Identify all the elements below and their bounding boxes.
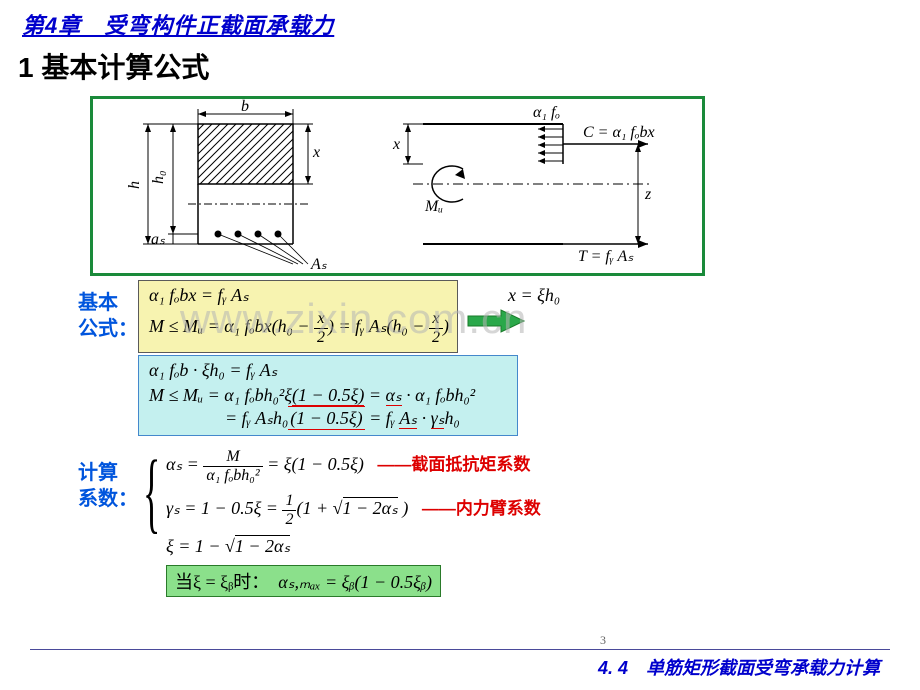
eq-xi-solve: ξ = 1 − √1 − 2αₛ	[166, 536, 290, 557]
arrow-icon	[466, 308, 526, 339]
formula-box-max: 当ξ = ξᵦ时： αₛ,ₘₐₓ = ξᵦ(1 − 0.5ξᵦ)	[166, 565, 441, 597]
label-C: C = α₁ fₒbx	[583, 124, 655, 141]
eq-force-balance: α₁ fₒbx = fᵧ Aₛ	[149, 285, 447, 306]
label-T: T = fᵧ Aₛ	[578, 248, 634, 265]
eq5: = fᵧ Aₛh₀(1 − 0.5ξ) = fᵧ Aₛ · γₛh₀	[225, 408, 507, 429]
eq-gamma-s: γₛ = 1 − 0.5ξ = 12(1 + √1 − 2αₛ ) ——内力臂系…	[166, 492, 541, 528]
formula-box-substituted: α₁ fₒb · ξh₀ = fᵧ Aₛ M ≤ Mᵤ = α₁ fₒbh₀²ξ…	[138, 355, 518, 436]
footer: 4. 4 单筋矩形截面受弯承载力计算	[0, 649, 920, 680]
label-b: b	[241, 99, 249, 115]
eq3: α₁ fₒb · ξh₀ = fᵧ Aₛ	[149, 360, 507, 381]
label-As: Aₛ	[310, 256, 328, 273]
brace-icon: {	[143, 448, 160, 538]
diagram-svg: Aₛ b x h h₀	[93, 99, 703, 274]
eq-xi: x = ξh₀	[508, 285, 560, 306]
formula-box-basic: α₁ fₒbx = fᵧ Aₛ M ≤ Mᵤ = α₁ fₒbx(h₀ − x2…	[138, 280, 458, 353]
cross-section-diagram: Aₛ b x h h₀	[90, 96, 705, 276]
label-x2: x	[392, 136, 400, 153]
footer-text: 4. 4 单筋矩形截面受弯承载力计算	[0, 654, 920, 680]
label-basic: 基本公式：	[78, 290, 138, 342]
footer-divider	[30, 649, 890, 650]
label-Mu: Mᵤ	[424, 198, 443, 215]
label-alpha-fc: α₁ fₒ	[533, 104, 560, 121]
label-h: h	[126, 181, 143, 189]
label-z: z	[644, 186, 652, 203]
label-coeff: 计算系数：	[78, 460, 138, 512]
eq-moment: M ≤ Mᵤ = α₁ fₒbx(h₀ − x2) = fᵧ Aₛ(h₀ − x…	[149, 310, 447, 346]
label-h0: h₀	[150, 170, 167, 184]
section-title: 1 基本计算公式	[0, 40, 920, 86]
label-as: aₛ	[151, 231, 166, 248]
eq4: M ≤ Mᵤ = α₁ fₒbh₀²ξ(1 − 0.5ξ) = αₛ · α₁ …	[149, 385, 507, 406]
chapter-title: 第4章 受弯构件正截面承载力	[0, 0, 920, 40]
eq-alpha-s: αₛ = Mα₁ fₒbh₀² = ξ(1 − 0.5ξ) ——截面抵抗矩系数	[166, 448, 530, 484]
label-x: x	[312, 144, 320, 161]
page-number: 3	[600, 633, 606, 648]
